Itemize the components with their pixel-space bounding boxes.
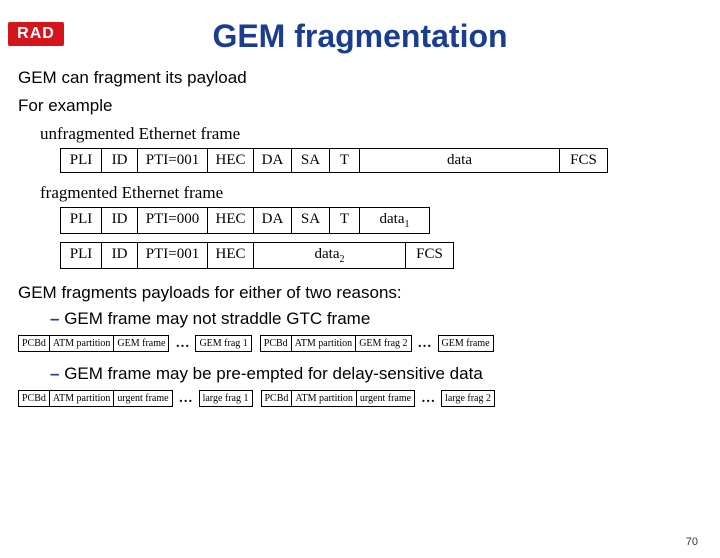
ellipsis-icon: … <box>412 336 438 352</box>
cell-fcs: FCS <box>560 148 608 173</box>
mcell: GEM frag 2 <box>356 335 411 352</box>
cell-id: ID <box>102 207 138 234</box>
intro-line-2: For example <box>18 93 720 119</box>
ellipsis-icon: … <box>169 336 195 352</box>
reasons-intro: GEM fragments payloads for either of two… <box>18 283 720 303</box>
mcell: PCBd <box>18 390 50 407</box>
mcell: ATM partition <box>292 335 357 352</box>
mcell: urgent frame <box>357 390 415 407</box>
mcell: PCBd <box>18 335 50 352</box>
cell-sa: SA <box>292 148 330 173</box>
mcell: large frag 1 <box>199 390 253 407</box>
cell-fcs: FCS <box>406 242 454 269</box>
reason-1-text: GEM frame may not straddle GTC frame <box>64 309 370 328</box>
subheading-unfragmented: unfragmented Ethernet frame <box>40 124 720 144</box>
cell-pli: PLI <box>60 242 102 269</box>
page-number: 70 <box>686 536 698 548</box>
fragmented-frame-row-2: PLI ID PTI=001 HEC data2 FCS <box>60 242 720 269</box>
cell-pti: PTI=001 <box>138 148 208 173</box>
intro-line-1: GEM can fragment its payload <box>18 65 720 91</box>
brand-logo: RAD <box>8 22 64 46</box>
cell-hec: HEC <box>208 207 254 234</box>
fragmented-frame-row-1: PLI ID PTI=000 HEC DA SA T data1 <box>60 207 720 234</box>
dash-icon: – <box>50 309 59 328</box>
mcell: ATM partition <box>50 390 115 407</box>
cell-sa: SA <box>292 207 330 234</box>
reason-2-text: GEM frame may be pre-empted for delay-se… <box>64 364 483 383</box>
unfragmented-frame-row: PLI ID PTI=001 HEC DA SA T data FCS <box>60 148 720 173</box>
gtc-example-row-1: PCBd ATM partition GEM frame … GEM frag … <box>18 335 720 352</box>
cell-t: T <box>330 207 360 234</box>
cell-da: DA <box>254 148 292 173</box>
cell-id: ID <box>102 242 138 269</box>
gtc-example-row-2: PCBd ATM partition urgent frame … large … <box>18 390 720 407</box>
cell-pti: PTI=001 <box>138 242 208 269</box>
ellipsis-icon: … <box>415 391 441 407</box>
cell-pli: PLI <box>60 148 102 173</box>
mcell: large frag 2 <box>441 390 495 407</box>
reason-1: – GEM frame may not straddle GTC frame <box>50 309 720 329</box>
mcell: ATM partition <box>50 335 115 352</box>
cell-data: data <box>360 148 560 173</box>
cell-pti: PTI=000 <box>138 207 208 234</box>
cell-id: ID <box>102 148 138 173</box>
cell-data2: data2 <box>254 242 406 269</box>
cell-da: DA <box>254 207 292 234</box>
cell-hec: HEC <box>208 242 254 269</box>
cell-data1: data1 <box>360 207 430 234</box>
mcell: PCBd <box>261 390 293 407</box>
cell-pli: PLI <box>60 207 102 234</box>
cell-hec: HEC <box>208 148 254 173</box>
mcell: urgent frame <box>114 390 172 407</box>
mcell: GEM frame <box>114 335 169 352</box>
mcell: ATM partition <box>292 390 357 407</box>
subheading-fragmented: fragmented Ethernet frame <box>40 183 720 203</box>
reason-2: – GEM frame may be pre-empted for delay-… <box>50 364 720 384</box>
mcell: GEM frag 1 <box>195 335 251 352</box>
page-title: GEM fragmentation <box>0 18 720 55</box>
ellipsis-icon: … <box>173 391 199 407</box>
dash-icon: – <box>50 364 59 383</box>
mcell: PCBd <box>260 335 292 352</box>
mcell: GEM frame <box>438 335 494 352</box>
cell-t: T <box>330 148 360 173</box>
